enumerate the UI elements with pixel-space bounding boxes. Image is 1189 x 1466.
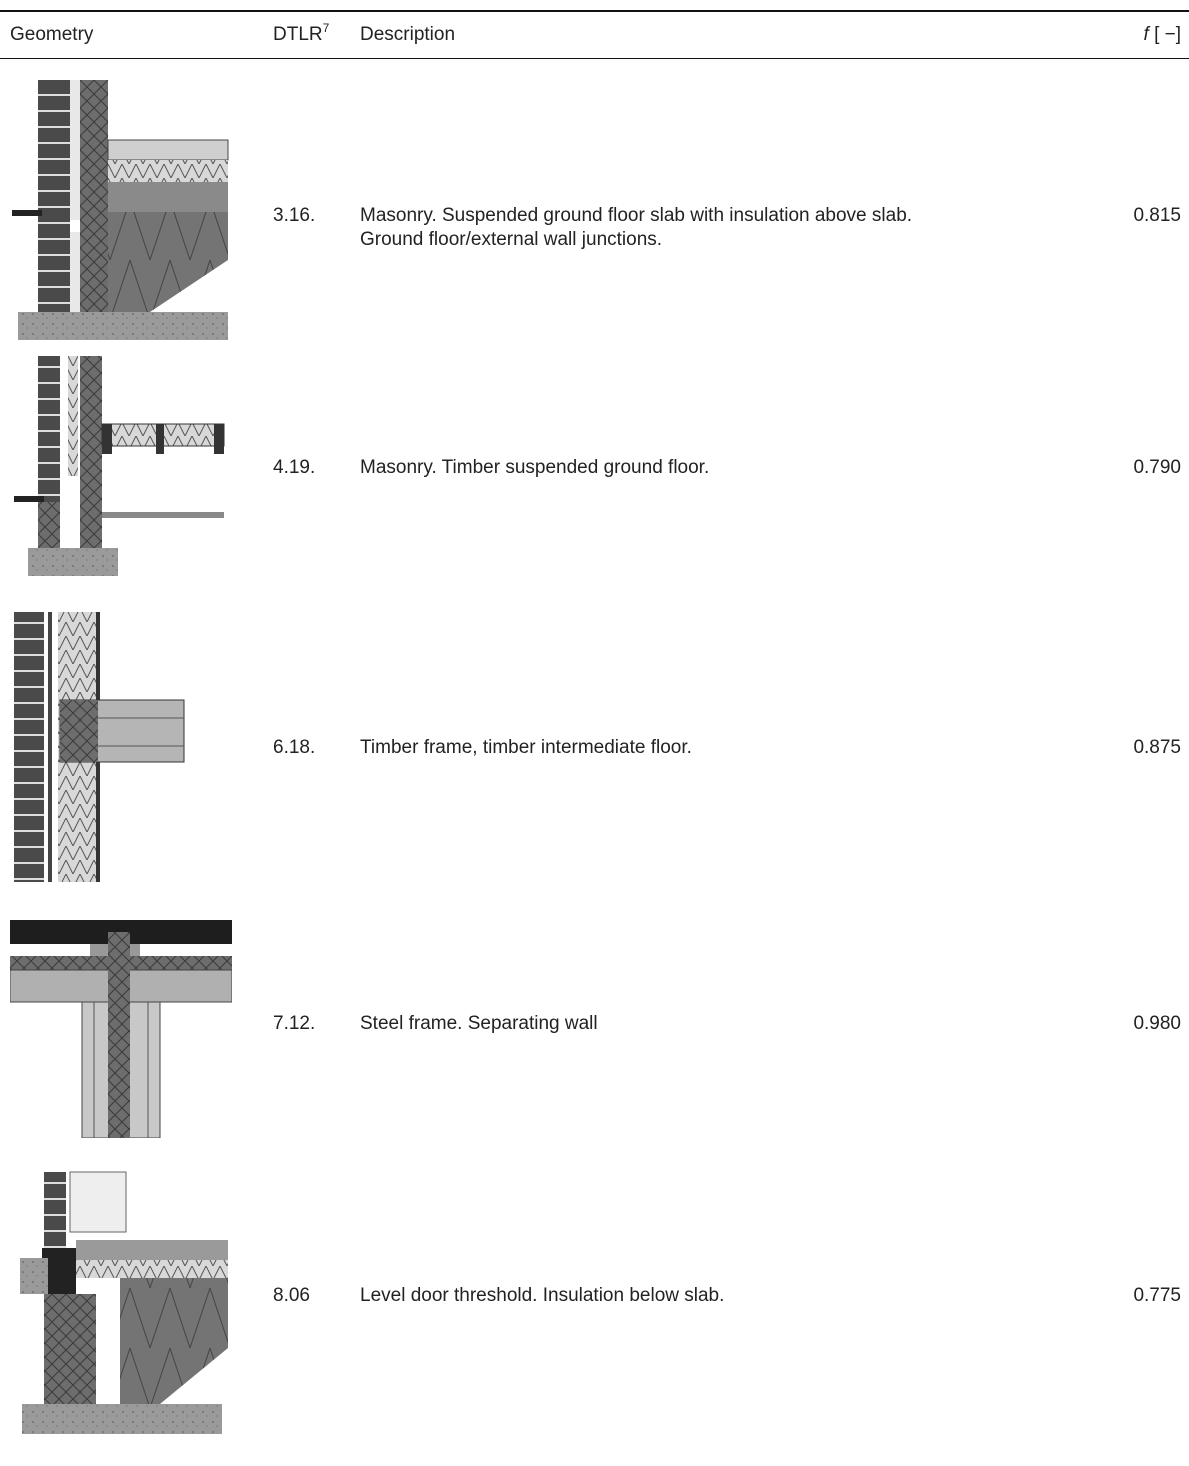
description: Masonry. Timber suspended ground floor. [360, 456, 1080, 480]
dtlr-footnote-ref: 7 [322, 21, 330, 35]
table-row: 7.12. Steel frame. Separating wall 0.980 [0, 912, 1189, 1138]
dtlr-code: 3.16. [273, 205, 316, 226]
f-value: 0.875 [1133, 737, 1181, 758]
f-value: 0.775 [1133, 1285, 1181, 1306]
junction-drawing-masonry-timber-floor [14, 356, 225, 576]
junction-drawing-steel-frame-wall [10, 920, 232, 1138]
description-line: Level door threshold. Insulation below s… [360, 1285, 725, 1306]
table-row: 4.19. Masonry. Timber suspended ground f… [0, 352, 1189, 582]
table-header-rule [0, 58, 1189, 59]
f-value: 0.980 [1133, 1013, 1181, 1034]
description-line: Timber frame, timber intermediate floor. [360, 737, 692, 758]
description: Masonry. Suspended ground floor slab wit… [360, 204, 1080, 252]
dtlr-code: 7.12. [273, 1013, 316, 1034]
description: Timber frame, timber intermediate floor. [360, 736, 1080, 760]
table-row: 3.16. Masonry. Suspended ground floor sl… [0, 80, 1189, 342]
dtlr-label: DTLR [273, 24, 323, 45]
f-unit: [ −] [1154, 24, 1181, 45]
description-line: Steel frame. Separating wall [360, 1013, 598, 1034]
junction-drawing-timber-frame-floor [14, 612, 185, 882]
dtlr-code: 4.19. [273, 457, 316, 478]
table-top-rule [0, 10, 1189, 12]
column-header-f: f [ −] [1144, 24, 1182, 46]
description: Level door threshold. Insulation below s… [360, 1284, 1080, 1308]
column-header-dtlr: DTLR7 [273, 21, 330, 46]
dtlr-code: 6.18. [273, 737, 316, 758]
description: Steel frame. Separating wall [360, 1012, 1080, 1036]
table-row: 8.06 Level door threshold. Insulation be… [0, 1168, 1189, 1436]
junction-drawing-level-door-threshold [20, 1171, 228, 1434]
f-value: 0.815 [1133, 205, 1181, 226]
f-value: 0.790 [1133, 457, 1181, 478]
junction-drawing-masonry-suspended-slab [12, 80, 229, 340]
column-header-description: Description [360, 24, 456, 45]
f-symbol: f [1143, 24, 1149, 45]
table-row: 6.18. Timber frame, timber intermediate … [0, 608, 1189, 884]
column-header-geometry: Geometry [10, 24, 94, 45]
description-line: Ground floor/external wall junctions. [360, 229, 663, 250]
dtlr-code: 8.06 [273, 1285, 310, 1306]
description-line: Masonry. Timber suspended ground floor. [360, 457, 710, 478]
description-line: Masonry. Suspended ground floor slab wit… [360, 205, 913, 226]
